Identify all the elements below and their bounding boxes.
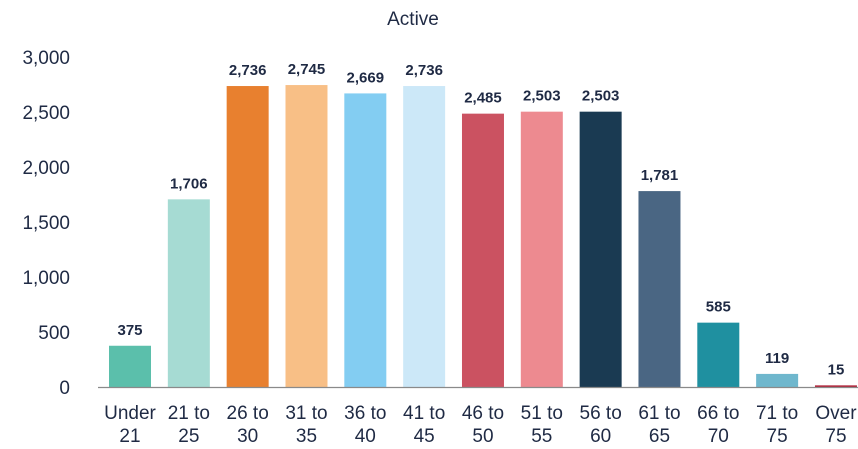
x-tick-label: 41 to — [403, 403, 445, 424]
bar — [638, 191, 681, 387]
x-tick-label: 66 to — [697, 403, 739, 424]
data-label: 585 — [706, 299, 731, 316]
x-tick-label: 75 — [767, 426, 788, 447]
y-tick-label: 500 — [38, 323, 70, 344]
x-tick-label: 55 — [531, 426, 552, 447]
x-tick-label: 30 — [237, 426, 258, 447]
data-labels: 375 1,706 2,736 2,745 2,669 2,736 2,485 2,503 2,… — [117, 61, 844, 378]
x-tick-label: 46 to — [462, 403, 504, 424]
y-tick-label: 0 — [59, 378, 70, 399]
x-tick-label: 75 — [825, 426, 846, 447]
x-tick-label: 31 to — [285, 403, 327, 424]
x-tick-label: 56 to — [580, 403, 622, 424]
x-tick-label: 21 — [119, 426, 140, 447]
bar — [579, 111, 622, 388]
bar — [520, 111, 563, 388]
bar — [697, 322, 740, 387]
bar — [403, 86, 446, 387]
x-tick-label: 70 — [708, 426, 729, 447]
data-label: 375 — [117, 322, 142, 339]
data-label: 1,706 — [170, 175, 208, 192]
y-tick-label: 1,000 — [22, 268, 70, 289]
data-label: 1,781 — [641, 167, 679, 184]
x-tick-label: 45 — [414, 426, 435, 447]
x-tick-label: Under — [104, 403, 156, 424]
y-tick-label: 2,500 — [22, 103, 70, 124]
bar — [461, 113, 504, 388]
bar — [226, 86, 269, 387]
x-tick-label: 25 — [178, 426, 199, 447]
data-label: 2,736 — [405, 62, 443, 79]
x-tick-label: 36 to — [344, 403, 386, 424]
data-label: 2,669 — [347, 69, 385, 86]
x-tick-label: 65 — [649, 426, 670, 447]
data-label: 2,503 — [582, 88, 620, 105]
bars — [109, 85, 857, 388]
x-tick-label: 26 to — [227, 403, 269, 424]
y-axis-ticks: 0 500 1,000 1,500 2,000 2,500 3,000 — [22, 48, 70, 399]
x-tick-label: 50 — [472, 426, 493, 447]
data-label: 15 — [828, 361, 845, 378]
data-label: 2,745 — [288, 61, 326, 78]
bar — [285, 85, 328, 388]
y-tick-label: 1,500 — [22, 213, 70, 234]
bar — [814, 385, 857, 387]
x-tick-label: 51 to — [521, 403, 563, 424]
chart-title: Active — [387, 9, 439, 30]
bar — [109, 345, 151, 387]
bar — [344, 93, 387, 387]
x-tick-label: 35 — [296, 426, 317, 447]
x-tick-label: 71 to — [756, 403, 798, 424]
x-tick-label: Over — [815, 403, 857, 424]
x-tick-label: 61 to — [638, 403, 680, 424]
data-label: 119 — [765, 350, 789, 367]
data-label: 2,736 — [229, 62, 267, 79]
bar — [167, 199, 210, 387]
x-tick-label: 60 — [590, 426, 611, 447]
data-label: 2,485 — [464, 90, 502, 107]
y-tick-label: 2,000 — [22, 158, 70, 179]
y-tick-label: 3,000 — [22, 48, 70, 69]
data-label: 2,503 — [523, 88, 561, 105]
bar — [756, 373, 799, 387]
x-tick-label: 21 to — [168, 403, 210, 424]
x-tick-label: 40 — [355, 426, 376, 447]
